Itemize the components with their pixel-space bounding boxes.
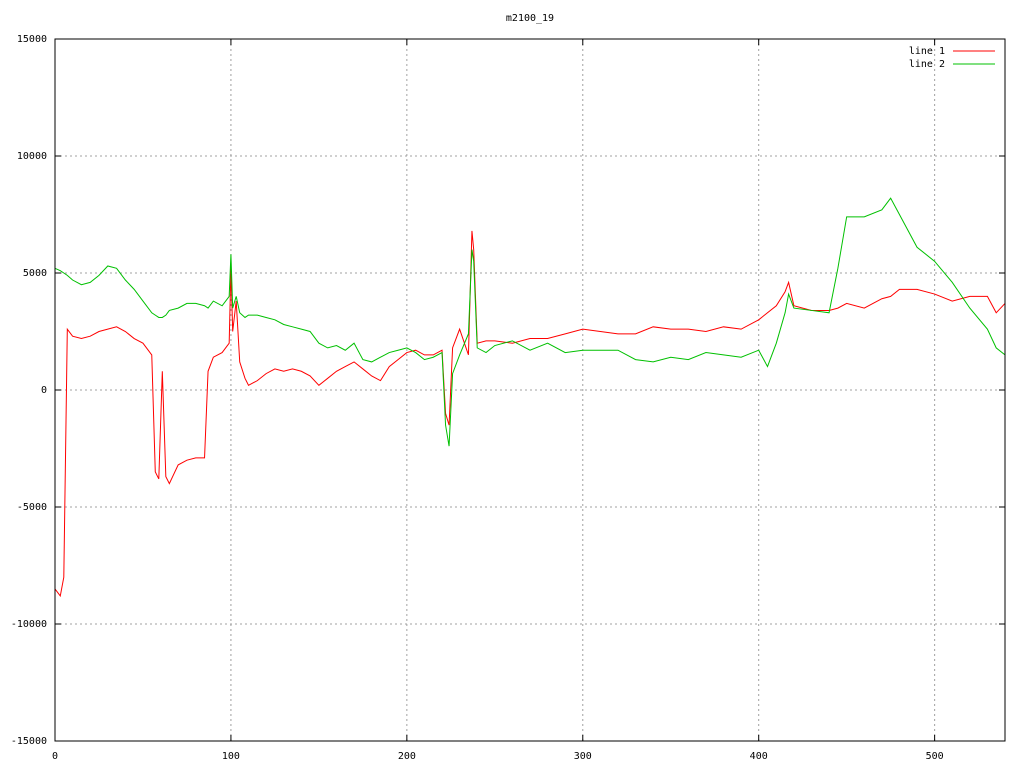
data-line [54, 230, 1006, 598]
plot [54, 197, 1006, 598]
grid [55, 39, 1005, 741]
y-tick-label: -10000 [11, 619, 47, 630]
chart-title: m2100_19 [506, 13, 554, 24]
y-tick-label: -15000 [11, 736, 47, 747]
y-tick-label: 0 [41, 385, 47, 396]
x-tick-label: 400 [750, 751, 768, 762]
legend-label: line 2 [909, 59, 945, 70]
x-tick-label: 200 [398, 751, 416, 762]
y-tick-label: 10000 [17, 151, 47, 162]
legend-label: line 1 [909, 46, 945, 57]
y-tick-label: 15000 [17, 34, 47, 45]
x-tick-label: 500 [926, 751, 944, 762]
y-tick-label: 5000 [23, 268, 47, 279]
data-line [54, 197, 1006, 447]
x-tick-label: 100 [222, 751, 240, 762]
x-tick-label: 300 [574, 751, 592, 762]
x-tick-label: 0 [52, 751, 58, 762]
y-tick-label: -5000 [17, 502, 47, 513]
